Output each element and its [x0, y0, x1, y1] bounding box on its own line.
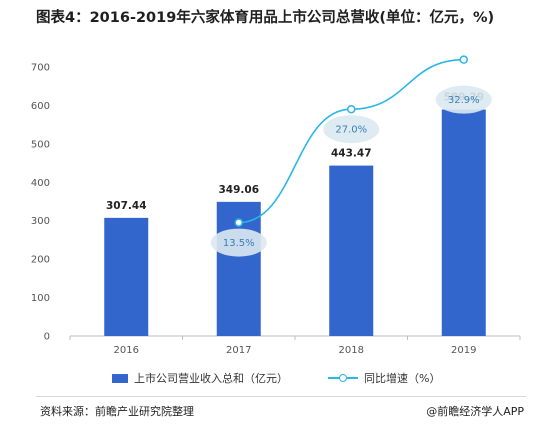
- growth-value-label: 32.9%: [448, 95, 480, 106]
- legend-line-swatch: [328, 373, 358, 383]
- y-tick-label: 400: [31, 178, 50, 189]
- y-tick-label: 600: [31, 101, 50, 112]
- y-axis: 0 100 200 300 400 500 600 700: [31, 63, 50, 343]
- growth-label-bubble: [323, 115, 380, 144]
- legend-growth-label: 同比增速（%）: [364, 372, 441, 385]
- bar-series: [104, 109, 486, 336]
- source-note: 资料来源：前瞻产业研究院整理: [40, 405, 194, 418]
- legend-revenue-label: 上市公司营业收入总和（亿元）: [134, 372, 288, 385]
- y-tick-label: 0: [44, 332, 50, 343]
- y-tick-label: 500: [31, 139, 50, 150]
- credit-note: @前瞻经济学人APP: [426, 405, 524, 418]
- chart-title: 图表4：2016-2019年六家体育用品上市公司总营收(单位：亿元，%): [36, 10, 495, 26]
- bar-value-label: 349.06: [218, 184, 259, 196]
- growth-value-label: 13.5%: [223, 238, 255, 249]
- x-axis: 2016 2017 2018 2019: [69, 335, 521, 356]
- bar-value-label: 443.47: [331, 148, 372, 160]
- legend: 上市公司营业收入总和（亿元） 同比增速（%）: [112, 370, 480, 386]
- growth-point: [459, 55, 468, 64]
- x-tick-label: 2018: [339, 345, 364, 356]
- growth-value-label: 27.0%: [335, 125, 367, 136]
- revenue-bar: [329, 165, 374, 336]
- legend-bar-swatch: [112, 373, 128, 383]
- growth-line-series: 13.5% 27.0% 32.9%: [210, 55, 492, 257]
- y-tick-label: 700: [31, 63, 50, 74]
- x-tick-label: 2017: [226, 345, 251, 356]
- growth-label-bubble: [210, 228, 267, 257]
- growth-point: [234, 218, 243, 227]
- revenue-bar: [104, 217, 149, 336]
- y-tick-label: 200: [31, 255, 50, 266]
- y-tick-label: 300: [31, 216, 50, 227]
- x-tick-label: 2019: [451, 345, 476, 356]
- legend-item-growth[interactable]: 同比增速（%）: [328, 370, 440, 386]
- bar-value-label: 307.44: [106, 200, 147, 212]
- revenue-bar: [441, 109, 486, 336]
- legend-item-revenue[interactable]: 上市公司营业收入总和（亿元）: [112, 370, 288, 386]
- y-tick-label: 100: [31, 293, 50, 304]
- footer-divider: [36, 396, 526, 397]
- growth-point: [347, 104, 356, 114]
- x-tick-label: 2016: [114, 345, 139, 356]
- growth-line: [238, 58, 464, 224]
- growth-label-bubble: [435, 85, 492, 114]
